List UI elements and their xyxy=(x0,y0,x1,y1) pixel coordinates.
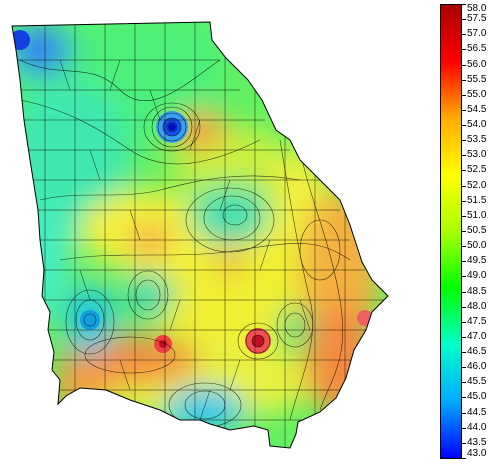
colorbar-tick-label: 44.5 xyxy=(467,406,487,418)
county-boundaries xyxy=(12,22,385,448)
colorbar-tick xyxy=(461,94,466,96)
colorbar-tick xyxy=(461,155,466,157)
colorbar-tick-label: 47.5 xyxy=(467,315,487,327)
colorbar-tick-label: 50.0 xyxy=(467,240,487,252)
colorbar-tick-label: 55.5 xyxy=(467,73,487,85)
colorbar-tick-label: 53.0 xyxy=(467,149,487,161)
colorbar-tick xyxy=(461,458,466,459)
heat-surface xyxy=(12,22,388,448)
colorbar-tick xyxy=(461,140,466,142)
colorbar-tick-label: 44.0 xyxy=(467,421,487,433)
colorbar-tick-label: 46.5 xyxy=(467,346,487,358)
colorbar-tick xyxy=(461,367,466,369)
state-outline xyxy=(11,21,389,449)
colorbar-tick xyxy=(461,442,466,444)
colorbar-tick-label: 51.5 xyxy=(467,194,487,206)
colorbar-tick-label: 50.5 xyxy=(467,225,487,236)
colorbar-tick xyxy=(461,321,466,323)
contour-map xyxy=(11,21,389,449)
colorbar-tick-label: 55.0 xyxy=(467,88,487,100)
colorbar-tick xyxy=(461,231,466,232)
colorbar-tick xyxy=(461,397,466,399)
colorbar-tick xyxy=(461,412,466,414)
colorbar-tick xyxy=(461,170,466,172)
colorbar-tick-label: 58.0 xyxy=(467,3,487,14)
colorbar-tick xyxy=(461,34,466,36)
colorbar-tick-label: 56.5 xyxy=(467,43,487,55)
colorbar-tick-label: 54.5 xyxy=(467,103,487,115)
colorbar-tick xyxy=(461,276,466,278)
colorbar-tick-label: 57.0 xyxy=(467,28,487,40)
colorbar-tick xyxy=(461,352,466,354)
colorbar-tick xyxy=(461,215,466,217)
colorbar-tick xyxy=(461,125,466,127)
colorbar-tick-label: 49.0 xyxy=(467,270,487,282)
colorbar-tick xyxy=(461,19,466,21)
colorbar-tick xyxy=(461,336,466,338)
colorbar-tick xyxy=(461,79,466,81)
colorbar-tick xyxy=(461,291,466,293)
colorbar-gradient xyxy=(440,4,462,459)
colorbar-tick xyxy=(461,246,466,248)
colorbar-tick xyxy=(461,306,466,308)
colorbar-tick xyxy=(461,200,466,202)
colorbar-tick xyxy=(461,185,466,187)
colorbar-legend: 58.0 57.5 57.0 56.5 56.0 55.5 55.0 54.5 54.0 53.5… xyxy=(440,4,490,464)
colorbar-tick-label: 47.0 xyxy=(467,330,487,342)
colorbar-tick-label: 49.5 xyxy=(467,255,487,267)
colorbar-tick-label: 51.0 xyxy=(467,209,487,221)
colorbar-tick-label: 46.0 xyxy=(467,361,487,373)
colorbar-tick-label: 52.5 xyxy=(467,164,487,176)
colorbar-tick xyxy=(461,49,466,51)
colorbar-tick-label: 48.0 xyxy=(467,300,487,312)
colorbar-tick-label: 53.5 xyxy=(467,134,487,146)
colorbar-tick-label: 57.5 xyxy=(467,13,487,25)
colorbar-tick-label: 45.0 xyxy=(467,391,487,403)
colorbar-tick xyxy=(461,64,466,66)
colorbar-tick-label: 52.0 xyxy=(467,179,487,191)
colorbar-tick-label: 45.5 xyxy=(467,376,487,388)
colorbar-tick-label: 54.0 xyxy=(467,119,487,131)
colorbar-tick xyxy=(461,4,466,5)
colorbar-tick xyxy=(461,261,466,263)
colorbar-tick-label: 43.5 xyxy=(467,436,487,448)
colorbar-tick xyxy=(461,109,466,111)
colorbar-tick-label: 56.0 xyxy=(467,58,487,70)
colorbar-tick xyxy=(461,427,466,429)
colorbar-tick-label: 48.5 xyxy=(467,285,487,297)
colorbar-tick xyxy=(461,382,466,384)
colorbar-tick-label: 43.0 xyxy=(467,448,487,459)
